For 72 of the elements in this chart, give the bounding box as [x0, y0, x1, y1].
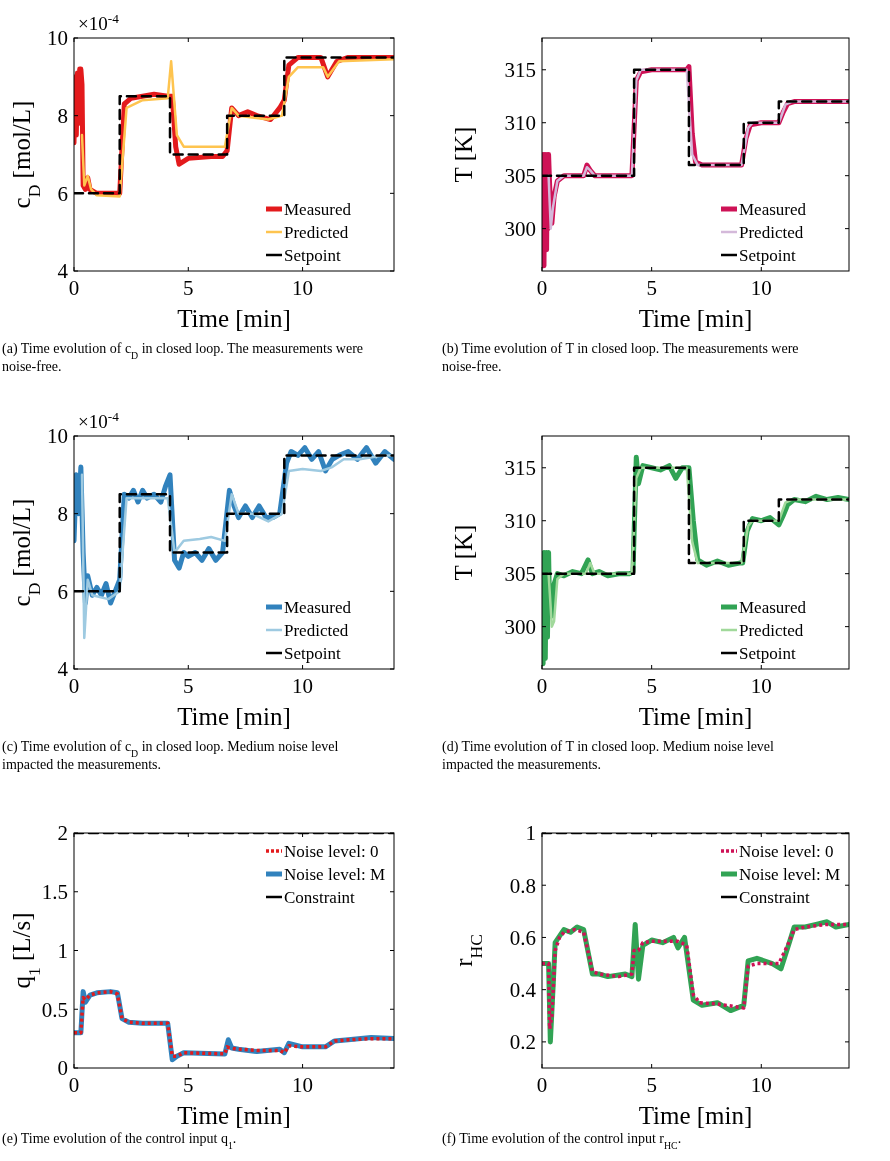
x-axis-title: Time [min]	[638, 1102, 753, 1129]
legend-label: Setpoint	[739, 643, 796, 663]
text: (a) Time evolution of c$_{D}$ in closed loop. The measurements were noise-free.	[2, 341, 364, 374]
legend-label: Setpoint	[284, 245, 341, 265]
x-tick-label: 10	[292, 276, 314, 300]
y-tick-label: 315	[504, 58, 536, 83]
text: (e) Time evolution of the control input q$_{1}$.	[2, 1131, 237, 1151]
legend-label: Noise level: M	[284, 864, 386, 884]
y-tick-label: 0.6	[509, 925, 536, 950]
y-tick-label: 1.5	[41, 880, 68, 905]
y-tick-label: 10	[47, 424, 68, 449]
x-tick-label: 5	[183, 1073, 194, 1097]
x-tick-label: 5	[646, 276, 657, 300]
y-tick-label: 0.2	[509, 1030, 536, 1055]
y-tick-label: 305	[504, 164, 536, 189]
x-tick-label: 5	[646, 1073, 657, 1097]
text: (c) Time evolution of c$_{D}$ in closed loop. Medium noise level impacted the measurements.	[2, 739, 339, 772]
y-tick-label: 310	[504, 509, 536, 534]
y-tick-label: 6	[57, 579, 68, 604]
x-tick-label: 10	[292, 674, 314, 698]
y-tick-label: 4	[57, 259, 69, 284]
text: ×10$^{-4}$	[78, 408, 120, 432]
y-tick-label: 0.8	[509, 873, 536, 898]
y-tick-label: 8	[57, 104, 68, 129]
legend-label: Predicted	[739, 222, 804, 242]
y-tick-label: 310	[504, 111, 536, 136]
y-tick-label: 0.5	[41, 997, 68, 1022]
legend-label: Constraint	[284, 887, 356, 907]
x-tick-label: 10	[292, 1073, 314, 1097]
legend-label: Noise level: 0	[284, 841, 379, 861]
y-axis-title: T [K]	[450, 126, 477, 183]
x-axis-title: Time [min]	[638, 703, 753, 730]
text: (b) Time evolution of T in closed loop. The measurements were noise-free.	[442, 341, 799, 374]
x-tick-label: 5	[183, 276, 194, 300]
y-axis-title: T [K]	[450, 524, 477, 581]
y-tick-label: 4	[57, 657, 69, 682]
legend-label: Measured	[739, 199, 807, 219]
y-tick-label: 300	[504, 614, 536, 639]
y-tick-label: 1	[57, 938, 68, 963]
y-tick-label: 0	[57, 1056, 68, 1081]
x-tick-label: 10	[750, 674, 772, 698]
legend-label: Noise level: M	[739, 864, 841, 884]
x-tick-label: 10	[750, 1073, 772, 1097]
legend-label: Setpoint	[284, 643, 341, 663]
x-axis-title: Time [min]	[177, 305, 291, 332]
x-tick-label: 5	[183, 674, 194, 698]
y-tick-label: 2	[57, 821, 68, 846]
x-axis-title: Time [min]	[177, 703, 291, 730]
x-tick-label: 5	[646, 674, 657, 698]
x-axis-title: Time [min]	[177, 1102, 291, 1129]
y-tick-label: 0.4	[509, 978, 537, 1003]
legend-label: Constraint	[739, 887, 811, 907]
y-tick-label: 300	[504, 216, 536, 241]
y-tick-label: 6	[57, 181, 68, 206]
legend-label: Setpoint	[739, 245, 796, 265]
legend-label: Predicted	[284, 222, 349, 242]
y-tick-label: 305	[504, 562, 536, 587]
y-tick-label: 315	[504, 456, 536, 481]
legend-label: Measured	[739, 597, 807, 617]
legend-label: Noise level: 0	[739, 841, 834, 861]
text: (d) Time evolution of T in closed loop. Medium noise level impacted the measurements.	[442, 739, 775, 772]
legend-label: Predicted	[284, 620, 349, 640]
text: (f) Time evolution of the control input r$_{HC}$.	[442, 1131, 682, 1151]
legend-label: Measured	[284, 597, 352, 617]
text: ×10$^{-4}$	[78, 10, 120, 34]
y-tick-label: 8	[57, 502, 68, 527]
y-tick-label: 1	[525, 821, 536, 846]
legend-label: Measured	[284, 199, 352, 219]
y-tick-label: 10	[47, 26, 68, 51]
legend-label: Predicted	[739, 620, 804, 640]
x-tick-label: 10	[750, 276, 772, 300]
x-axis-title: Time [min]	[638, 305, 753, 332]
